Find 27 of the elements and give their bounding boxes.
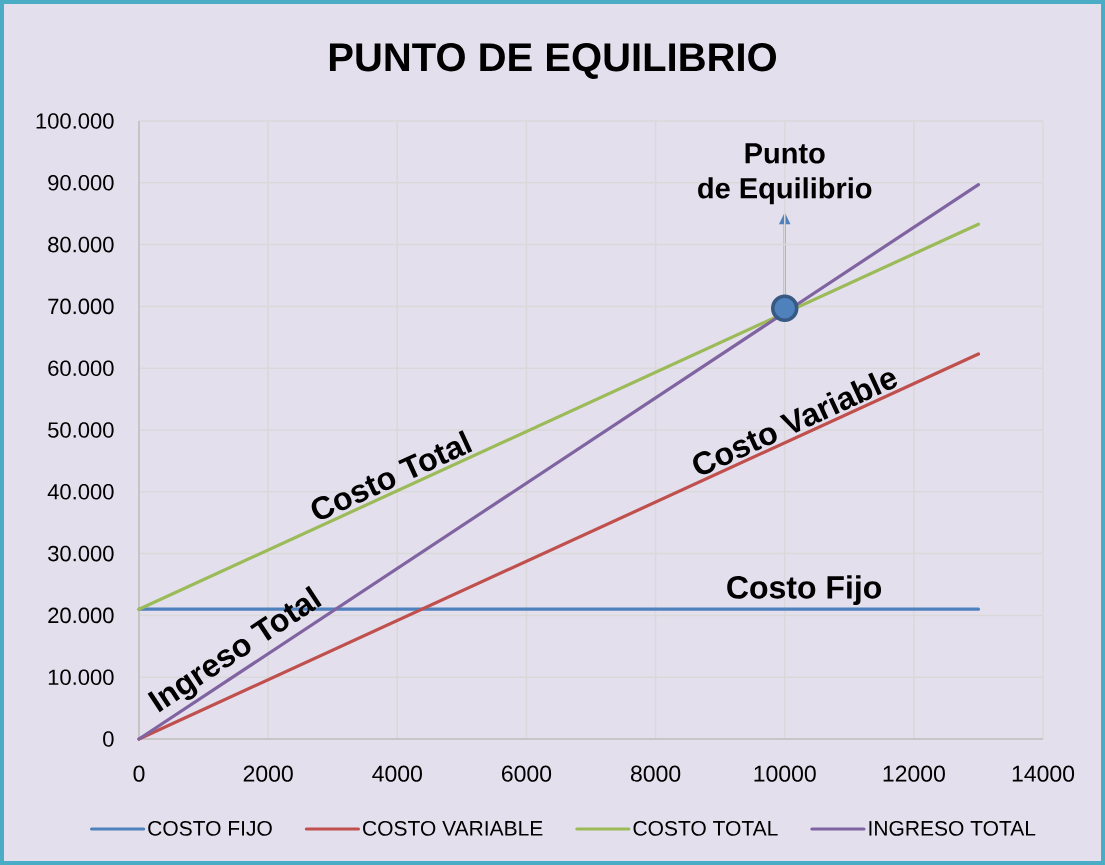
x-tick-label: 14000 [1012, 765, 1075, 782]
y-tick-label: 60.000 [48, 360, 114, 376]
x-tick-label: 0 [133, 765, 145, 782]
y-tick-label: 40.000 [47, 484, 114, 500]
x-tick-label: 2000 [243, 765, 293, 782]
x-tick-label: 12000 [883, 765, 945, 782]
y-tick-label: 10.000 [48, 669, 114, 685]
legend-label: INGRESO TOTAL [869, 820, 1036, 836]
x-tick-label: 6000 [502, 765, 552, 782]
y-tick-label: 30.000 [48, 545, 114, 562]
y-tick-label: 80.000 [48, 236, 114, 253]
legend-label: COSTO TOTAL [633, 820, 778, 836]
legend-label: COSTO FIJO [148, 820, 272, 836]
annotation: Costo Total [311, 430, 473, 520]
y-tick-label: 50.000 [48, 422, 114, 438]
annotation: Costo Fijo [727, 575, 882, 606]
y-tick-label: 90.000 [48, 175, 114, 191]
x-tick-label: 10000 [754, 765, 816, 782]
y-tick-label: 20.000 [48, 607, 114, 624]
legend-label: COSTO VARIABLE [363, 820, 543, 836]
x-tick-label: 8000 [630, 765, 681, 782]
y-tick-label: 0 [103, 731, 114, 747]
y-tick-label: 70.000 [48, 298, 114, 315]
x-tick-label: 4000 [372, 765, 422, 782]
y-tick-label: 100.000 [36, 113, 114, 129]
chart-title: PUNTO DE EQUILIBRIO [329, 43, 776, 79]
annotation: Punto de Equilibrio [698, 143, 872, 205]
